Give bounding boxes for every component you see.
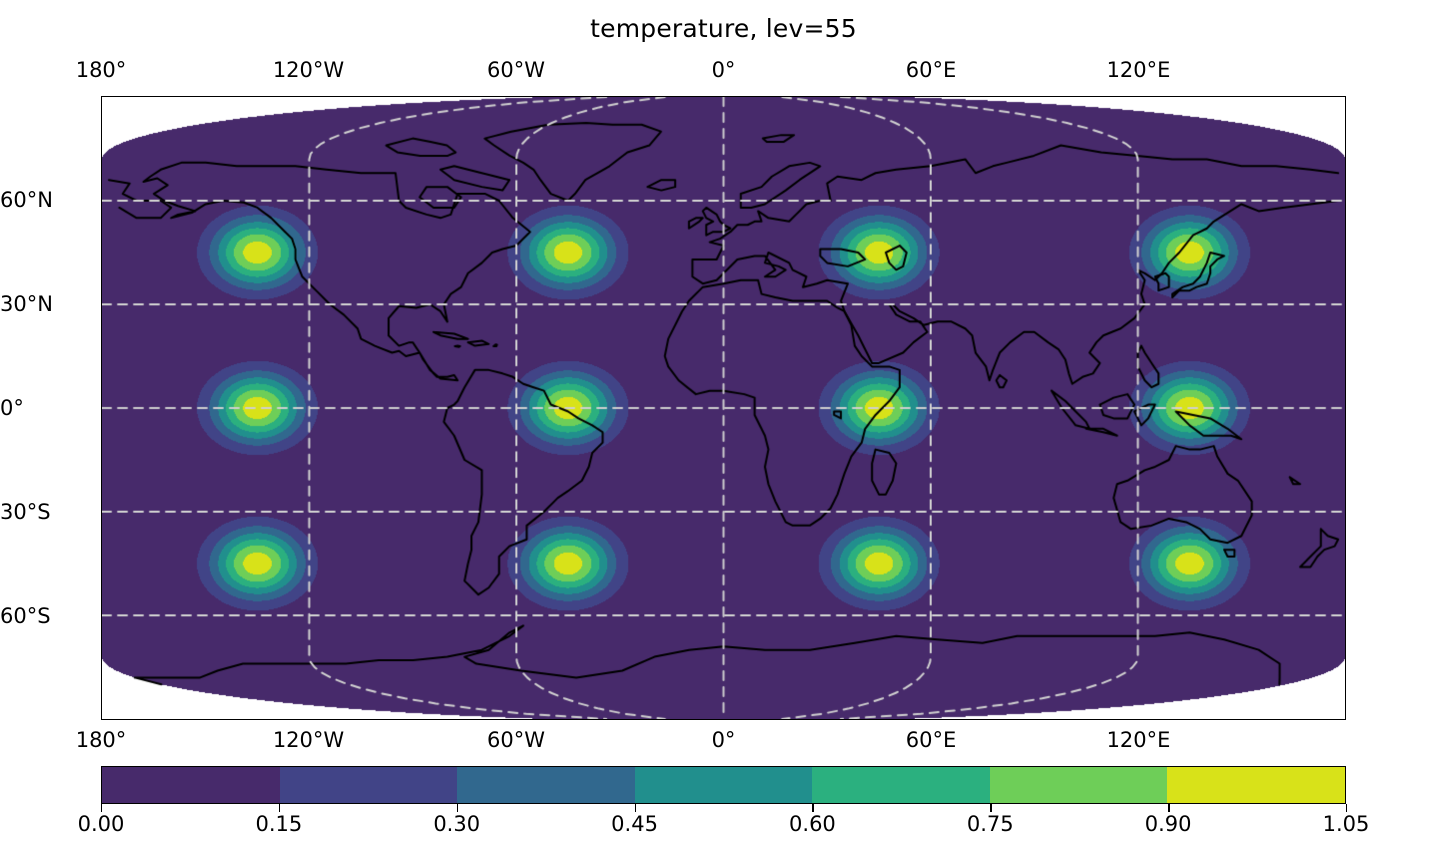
map-plot-area[interactable] [102,97,1345,719]
colorbar-ticks [101,804,1348,812]
colorbar-label-2: 0.30 [433,812,481,836]
lon-tick-bottom-2: 60°W [487,728,545,752]
lon-tick-bottom-4: 60°E [905,728,957,752]
lon-tick-top-5: 120°E [1106,58,1171,82]
lon-tick-top-1: 120°W [272,58,345,82]
colorbar-tick-5 [990,804,992,812]
lon-tick-bottom-5: 120°E [1106,728,1171,752]
lon-tick-top-0: 180° [75,58,127,82]
colorbar-tick-4 [812,804,814,812]
colorbar-tick-2 [456,804,459,812]
lat-tick-right-1: 30°N [0,292,53,316]
lat-tick-right-0: 60°N [0,188,53,212]
colorbar-label-1: 0.15 [255,812,303,836]
colorbar-label-6: 0.90 [1144,812,1192,836]
colorbar[interactable] [101,766,1346,804]
colorbar-band-2 [457,767,635,803]
colorbar-band-6 [1167,767,1346,803]
colorbar-label-3: 0.45 [611,812,658,836]
lon-tick-bottom-1: 120°W [272,728,345,752]
colorbar-tick-1 [278,804,281,812]
lat-tick-right-3: 30°S [0,500,51,524]
colorbar-band-3 [634,767,813,803]
colorbar-label-7: 1.05 [1322,812,1370,836]
lon-tick-top-3: 0° [711,58,736,82]
colorbar-band-5 [989,767,1168,803]
map-axes[interactable] [101,96,1346,720]
colorbar-band-4 [812,767,990,803]
colorbar-tick-7 [1346,804,1348,812]
lon-tick-top-4: 60°E [905,58,957,82]
colorbar-label-5: 0.75 [966,812,1014,836]
colorbar-label-0: 0.00 [77,812,125,836]
colorbar-band-1 [279,767,458,803]
lat-tick-right-4: 60°S [0,604,51,628]
lat-tick-right-2: 0° [0,396,24,420]
colorbar-tick-6 [1168,804,1170,812]
page-title: temperature, lev=55 [590,14,857,43]
colorbar-band-0 [102,767,280,803]
colorbar-label-4: 0.60 [789,812,836,836]
lon-tick-top-2: 60°W [487,58,545,82]
lon-tick-bottom-0: 180° [75,728,127,752]
lon-tick-bottom-3: 0° [711,728,736,752]
colorbar-tick-3 [634,804,636,812]
colorbar-tick-0 [101,804,103,812]
